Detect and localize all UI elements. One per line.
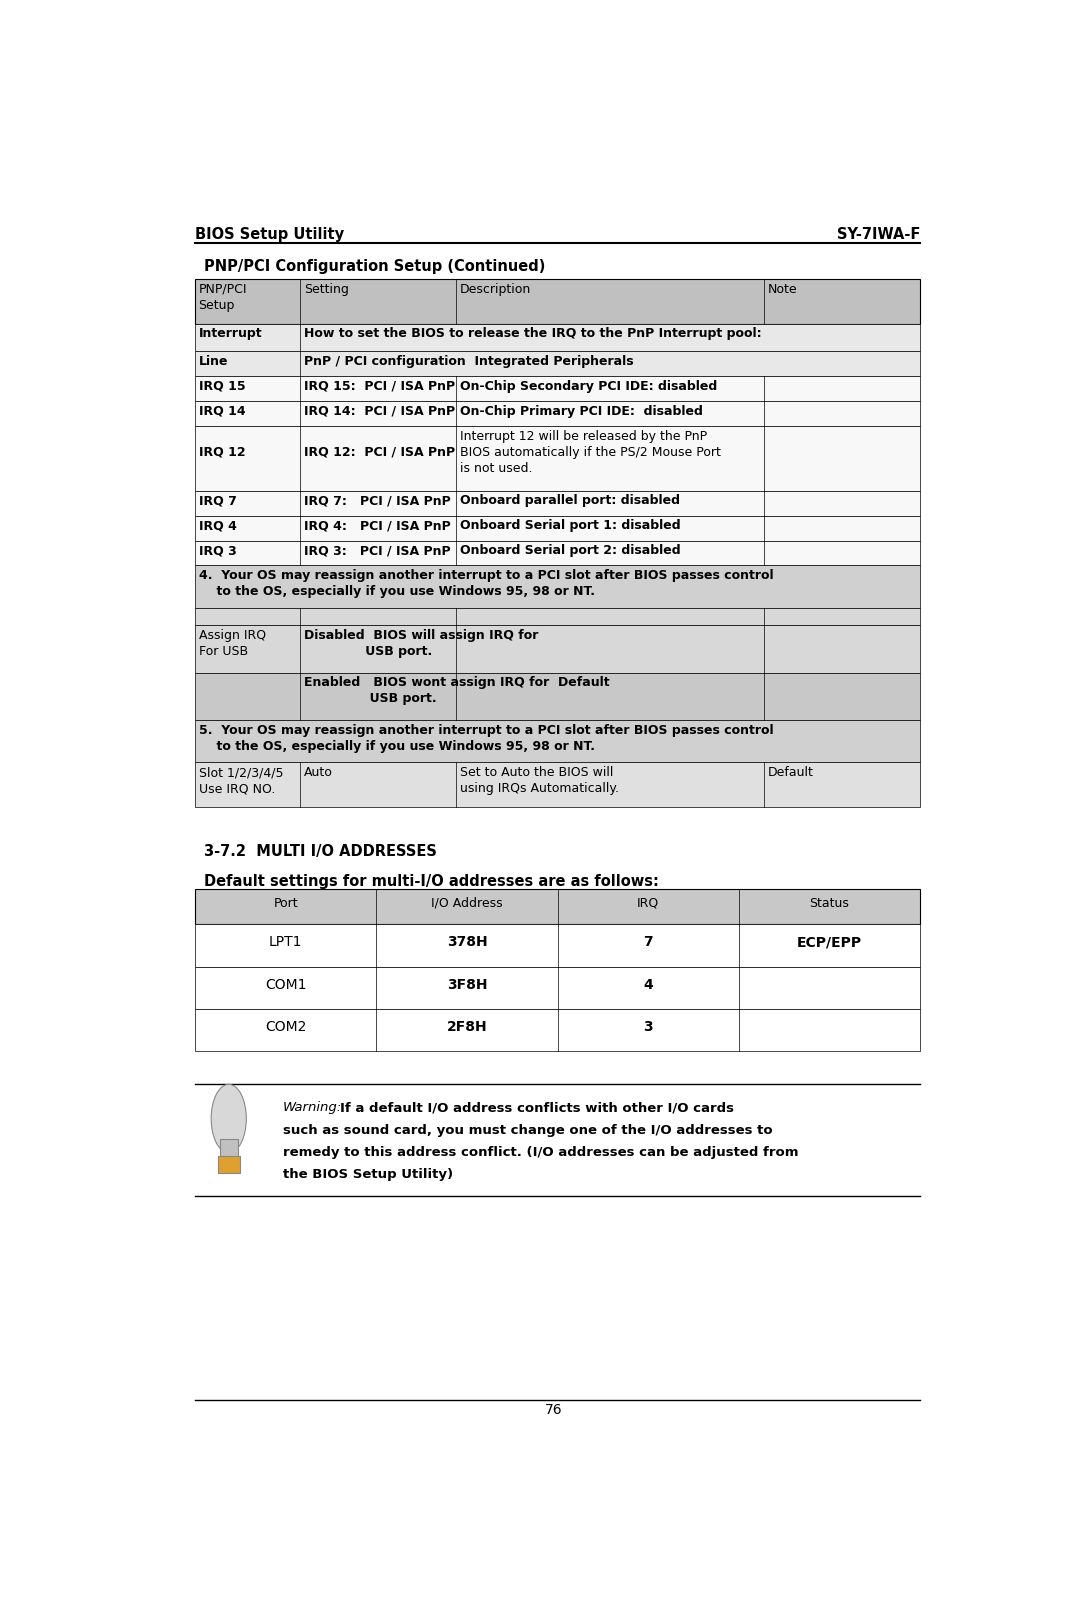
Text: Default: Default	[768, 765, 813, 778]
Text: 5.  Your OS may reassign another interrupt to a PCI slot after BIOS passes contr: 5. Your OS may reassign another interrup…	[199, 723, 773, 752]
Text: Onboard Serial port 1: disabled: Onboard Serial port 1: disabled	[460, 519, 680, 532]
Text: IRQ 14: IRQ 14	[199, 404, 245, 417]
Text: 4: 4	[644, 977, 653, 992]
Text: IRQ 4:   PCI / ISA PnP: IRQ 4: PCI / ISA PnP	[303, 519, 450, 532]
Text: On-Chip Primary PCI IDE:  disabled: On-Chip Primary PCI IDE: disabled	[460, 404, 702, 417]
Bar	[195, 278, 920, 324]
Text: remedy to this address conflict. (I/O addresses can be adjusted from: remedy to this address conflict. (I/O ad…	[283, 1146, 798, 1158]
Bar	[195, 426, 920, 490]
Bar	[195, 608, 920, 625]
Text: IRQ 4: IRQ 4	[199, 519, 237, 532]
Text: Interrupt: Interrupt	[199, 327, 262, 340]
Text: PNP/PCI
Setup: PNP/PCI Setup	[199, 283, 247, 312]
Text: Set to Auto the BIOS will
using IRQs Automatically.: Set to Auto the BIOS will using IRQs Aut…	[460, 765, 619, 794]
Bar	[195, 375, 920, 401]
Bar	[195, 516, 920, 540]
Bar	[195, 324, 920, 351]
Text: 7: 7	[644, 935, 653, 950]
Text: Note: Note	[768, 283, 797, 296]
Text: On-Chip Secondary PCI IDE: disabled: On-Chip Secondary PCI IDE: disabled	[460, 380, 717, 393]
Bar	[218, 1155, 240, 1173]
Text: Auto: Auto	[303, 765, 333, 778]
Text: 3: 3	[644, 1021, 653, 1034]
Text: 378H: 378H	[447, 935, 487, 950]
Text: Setting: Setting	[303, 283, 349, 296]
Text: Port: Port	[273, 896, 298, 909]
Text: Default settings for multi-I/O addresses are as follows:: Default settings for multi-I/O addresses…	[204, 874, 659, 890]
Text: Line: Line	[199, 354, 228, 367]
Text: BIOS Setup Utility: BIOS Setup Utility	[195, 227, 345, 241]
Text: COM2: COM2	[266, 1021, 307, 1034]
Bar	[195, 565, 920, 608]
Text: Status: Status	[810, 896, 850, 909]
Text: Disabled  BIOS will assign IRQ for
              USB port.: Disabled BIOS will assign IRQ for USB po…	[303, 629, 538, 659]
Text: If a default I/O address conflicts with other I/O cards: If a default I/O address conflicts with …	[340, 1102, 734, 1115]
Text: IRQ 15:  PCI / ISA PnP: IRQ 15: PCI / ISA PnP	[303, 380, 455, 393]
Text: Description: Description	[460, 283, 530, 296]
Text: SY-7IWA-F: SY-7IWA-F	[837, 227, 920, 241]
Text: Interrupt 12 will be released by the PnP
BIOS automatically if the PS/2 Mouse Po: Interrupt 12 will be released by the PnP…	[460, 430, 720, 474]
Bar	[195, 401, 920, 426]
Bar	[195, 924, 920, 966]
Bar	[195, 490, 920, 516]
Text: 4.  Your OS may reassign another interrupt to a PCI slot after BIOS passes contr: 4. Your OS may reassign another interrup…	[199, 570, 773, 599]
Text: COM1: COM1	[265, 977, 307, 992]
Text: I/O Address: I/O Address	[431, 896, 503, 909]
Text: How to set the BIOS to release the IRQ to the PnP Interrupt pool:: How to set the BIOS to release the IRQ t…	[303, 327, 761, 340]
Text: IRQ 7: IRQ 7	[199, 495, 237, 508]
Text: IRQ: IRQ	[637, 896, 660, 909]
Text: IRQ 14:  PCI / ISA PnP: IRQ 14: PCI / ISA PnP	[303, 404, 455, 417]
Text: 3F8H: 3F8H	[447, 977, 487, 992]
Text: IRQ 12: IRQ 12	[199, 447, 245, 460]
Text: Onboard Serial port 2: disabled: Onboard Serial port 2: disabled	[460, 544, 680, 557]
Text: Enabled   BIOS wont assign IRQ for  Default
               USB port.: Enabled BIOS wont assign IRQ for Default…	[303, 676, 609, 705]
Text: 76: 76	[544, 1403, 563, 1417]
Bar	[195, 1010, 920, 1052]
Bar	[195, 890, 920, 924]
Bar	[195, 625, 920, 673]
Bar	[195, 720, 920, 762]
Text: LPT1: LPT1	[269, 935, 302, 950]
Text: ECP/EPP: ECP/EPP	[797, 935, 862, 950]
Text: IRQ 15: IRQ 15	[199, 380, 245, 393]
Text: Slot 1/2/3/4/5
Use IRQ NO.: Slot 1/2/3/4/5 Use IRQ NO.	[199, 765, 283, 794]
Text: Onboard parallel port: disabled: Onboard parallel port: disabled	[460, 495, 679, 508]
Text: IRQ 7:   PCI / ISA PnP: IRQ 7: PCI / ISA PnP	[303, 495, 450, 508]
Text: PnP / PCI configuration  Integrated Peripherals: PnP / PCI configuration Integrated Perip…	[303, 354, 633, 367]
Text: Warning:: Warning:	[283, 1102, 342, 1115]
Text: the BIOS Setup Utility): the BIOS Setup Utility)	[283, 1168, 454, 1181]
Text: IRQ 12:  PCI / ISA PnP: IRQ 12: PCI / ISA PnP	[303, 447, 455, 460]
Ellipse shape	[212, 1084, 246, 1154]
Text: such as sound card, you must change one of the I/O addresses to: such as sound card, you must change one …	[283, 1123, 773, 1136]
Text: IRQ 3: IRQ 3	[199, 544, 237, 557]
Text: IRQ 3:   PCI / ISA PnP: IRQ 3: PCI / ISA PnP	[303, 544, 450, 557]
Text: Assign IRQ
For USB: Assign IRQ For USB	[199, 629, 266, 659]
Bar	[219, 1139, 238, 1158]
Text: 3-7.2  MULTI I/O ADDRESSES: 3-7.2 MULTI I/O ADDRESSES	[204, 845, 436, 859]
Bar	[195, 673, 920, 720]
Bar	[195, 966, 920, 1010]
Text: 2F8H: 2F8H	[447, 1021, 487, 1034]
Bar	[195, 540, 920, 565]
Text: PNP/PCI Configuration Setup (Continued): PNP/PCI Configuration Setup (Continued)	[204, 259, 545, 273]
Bar	[195, 762, 920, 807]
Bar	[195, 351, 920, 375]
